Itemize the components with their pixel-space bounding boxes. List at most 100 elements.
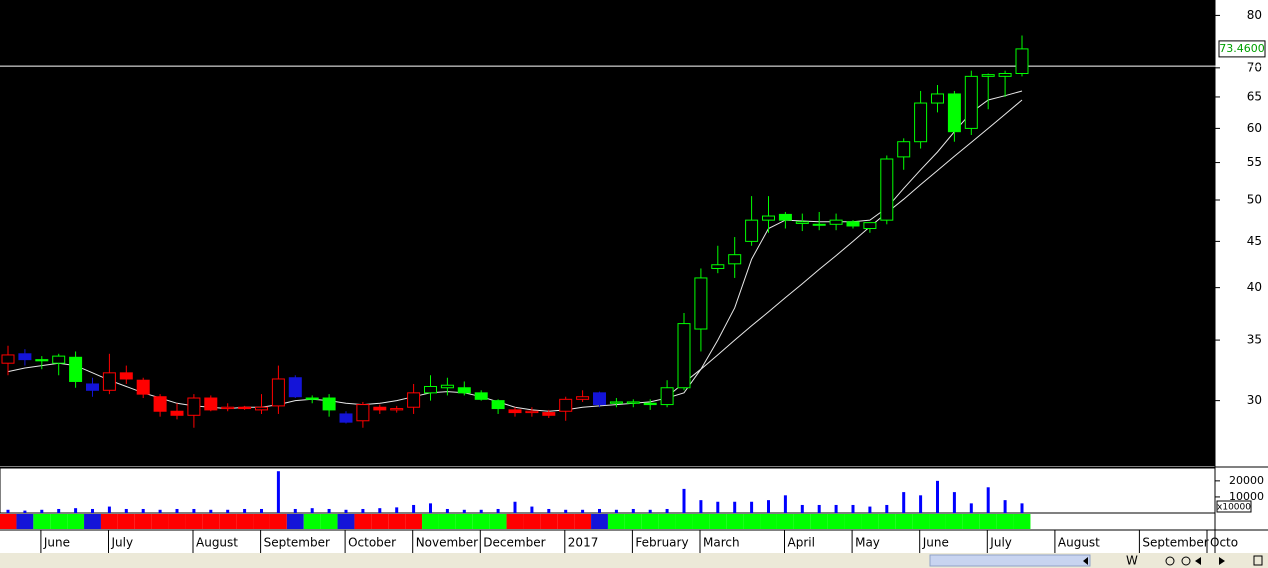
- candle-body: [170, 410, 184, 416]
- volume-bar: [631, 508, 635, 513]
- volume-bar: [395, 507, 399, 513]
- x-tick-label: June: [922, 536, 949, 550]
- volume-bar: [158, 509, 162, 513]
- candle-body: [1, 354, 15, 364]
- regime-strip: [354, 514, 372, 529]
- volume-pane: [0, 467, 1216, 514]
- candle-body: [424, 385, 437, 394]
- volume-bar: [107, 506, 111, 513]
- volume-bar: [969, 503, 973, 513]
- maximize[interactable]: [1253, 555, 1263, 566]
- candle-body: [271, 378, 285, 407]
- multiplier-box: [1216, 500, 1252, 513]
- candle-body: [812, 223, 826, 226]
- regime-strip: [624, 514, 642, 529]
- regime-strip: [743, 514, 761, 529]
- regime-strip: [269, 514, 287, 529]
- y-tick-label: 30: [1247, 393, 1262, 407]
- last-price-label: 73.4600: [1219, 42, 1265, 55]
- regime-strip: [793, 514, 811, 529]
- candle-body: [119, 372, 133, 380]
- volume-bar: [851, 504, 855, 513]
- candle-body: [356, 404, 370, 422]
- volume-bar: [1003, 500, 1007, 513]
- x-tick-label: December: [483, 536, 545, 550]
- regime-strip: [641, 514, 659, 529]
- regime-strip: [371, 514, 389, 529]
- x-tick-label: July: [989, 536, 1012, 550]
- candle-body: [1015, 48, 1029, 75]
- candle-body: [305, 397, 319, 400]
- regime-strip: [236, 514, 254, 529]
- y-tick-label: 35: [1247, 333, 1262, 347]
- zoom-out[interactable]: [1165, 556, 1175, 566]
- volume-bar: [868, 506, 872, 513]
- x-tick-label: February: [635, 536, 688, 550]
- regime-strip: [16, 514, 34, 529]
- volume-bar: [6, 509, 10, 513]
- volume-bar: [783, 495, 787, 513]
- candle-body: [407, 392, 421, 408]
- candle-body: [255, 406, 268, 411]
- candle-body: [711, 264, 725, 269]
- volume-bar: [716, 501, 720, 513]
- regime-strip: [929, 514, 946, 529]
- regime-strip: [945, 514, 963, 529]
- candle-body: [778, 213, 792, 221]
- volume-bar: [40, 509, 44, 513]
- volume-bar: [23, 510, 27, 513]
- candle-body: [440, 384, 454, 389]
- regime-strip: [895, 514, 913, 529]
- volume-bar: [260, 508, 263, 513]
- ma-long-line: [666, 99, 1023, 398]
- candle-body: [339, 413, 353, 423]
- candle-body: [660, 387, 674, 406]
- candle-body: [981, 74, 995, 77]
- regime-strip: [574, 514, 592, 529]
- volume-bar: [614, 509, 618, 513]
- last-price-box: [1218, 40, 1266, 58]
- volume-bar: [547, 508, 551, 513]
- regime-strip: [337, 514, 355, 529]
- nav-arrows[interactable]: [1083, 557, 1225, 565]
- y-tick-label: 65: [1247, 89, 1262, 103]
- regime-strip: [709, 514, 727, 529]
- regime-strip: [185, 514, 203, 529]
- candle-body: [593, 392, 606, 406]
- regime-strip: [253, 514, 270, 529]
- regime-strip: [506, 514, 524, 529]
- week-button[interactable]: W: [1126, 554, 1138, 568]
- volume-bar: [361, 508, 365, 513]
- volume-tick-label: 10000: [1229, 490, 1264, 503]
- candle-body: [491, 400, 505, 410]
- volume-bar: [445, 508, 449, 513]
- volume-bar: [817, 504, 821, 513]
- volume-bar: [919, 495, 923, 513]
- candle-body: [508, 409, 522, 414]
- zoom-in[interactable]: [1181, 556, 1191, 566]
- regime-strip: [286, 514, 304, 529]
- candle-body: [795, 221, 809, 224]
- volume-bar: [479, 509, 483, 513]
- volume-bar: [665, 508, 669, 513]
- regime-strip: [117, 514, 135, 529]
- candle-body: [525, 410, 539, 414]
- volume-bar: [648, 509, 652, 513]
- regime-strip: [455, 514, 473, 529]
- volume-bar: [750, 501, 754, 513]
- volume-tick-label: 20000: [1229, 474, 1264, 487]
- candle-body: [86, 383, 99, 391]
- volume-bar: [192, 508, 196, 513]
- x-tick-label: June: [43, 536, 70, 550]
- candle-body: [102, 372, 116, 391]
- y-tick-label: 60: [1247, 121, 1262, 135]
- candle-body: [998, 73, 1012, 77]
- regime-strip: [151, 514, 169, 529]
- volume-bar: [243, 508, 247, 513]
- volume-bar: [74, 508, 78, 513]
- scrollbar[interactable]: [929, 554, 1091, 567]
- candle-body: [187, 397, 201, 416]
- regime-strip: [827, 514, 845, 529]
- regime-strip: [658, 514, 676, 529]
- volume-bar: [1020, 503, 1024, 513]
